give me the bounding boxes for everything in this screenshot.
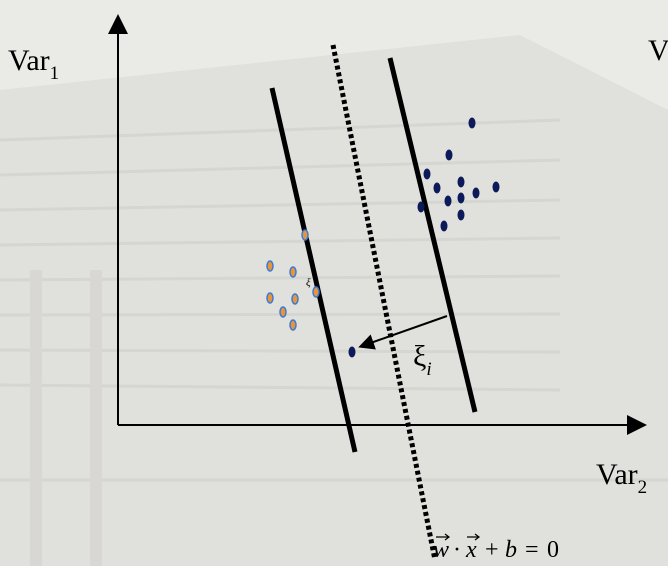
eq-x: x [465, 537, 477, 563]
eq-b: b [505, 537, 517, 563]
slide: Var1 Var2 ξi ξ V w · x + b = 0 [0, 0, 668, 566]
background [0, 0, 668, 566]
eq-w: w [433, 537, 449, 563]
eq-zero: 0 [547, 537, 559, 563]
small-slack-label: ξ [306, 277, 311, 289]
label-subscript: i [426, 359, 431, 380]
label-subscript: 1 [50, 63, 60, 84]
label-text: Var [596, 458, 638, 491]
eq-plus: + [485, 537, 499, 563]
cut-off-text: V [648, 34, 668, 67]
label-text: ξ [413, 340, 426, 373]
label-subscript: 2 [638, 477, 648, 498]
eq-dot: · [453, 537, 461, 563]
diagram: Var1 Var2 ξi ξ V w · x + b = 0 [0, 0, 668, 566]
label-text: Var [8, 44, 50, 77]
eq-equals: = [525, 537, 539, 563]
